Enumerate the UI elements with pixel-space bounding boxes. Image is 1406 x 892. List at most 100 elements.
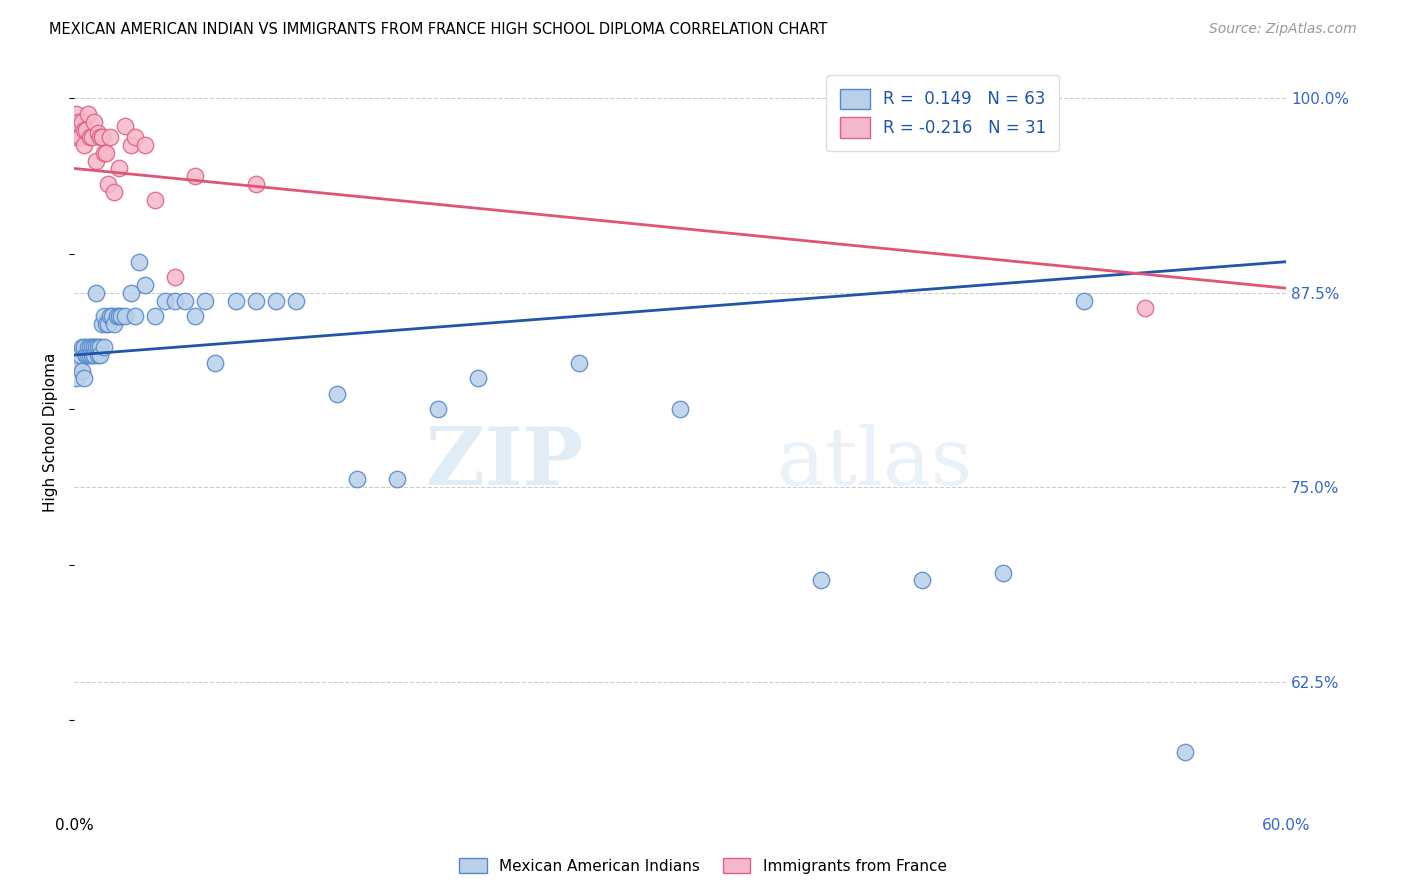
- Point: [245, 177, 267, 191]
- Point: [174, 293, 197, 308]
- Point: [103, 185, 125, 199]
- Point: [285, 293, 308, 308]
- Point: [67, 356, 90, 370]
- Point: [264, 293, 287, 308]
- Point: [83, 348, 105, 362]
- Point: [1073, 293, 1095, 308]
- Point: [70, 115, 93, 129]
- Point: [83, 340, 105, 354]
- Point: [204, 356, 226, 370]
- Point: [143, 309, 166, 323]
- Point: [87, 340, 110, 354]
- Point: [89, 340, 111, 354]
- Point: [75, 348, 97, 362]
- Point: [568, 356, 591, 370]
- Point: [101, 309, 124, 323]
- Point: [165, 270, 187, 285]
- Point: [70, 363, 93, 377]
- Point: [114, 120, 136, 134]
- Point: [387, 472, 409, 486]
- Point: [107, 161, 129, 176]
- Point: [93, 340, 115, 354]
- Point: [65, 130, 87, 145]
- Point: [82, 348, 104, 362]
- Point: [124, 130, 146, 145]
- Point: [89, 130, 111, 145]
- Point: [69, 348, 91, 362]
- Point: [82, 340, 104, 354]
- Point: [100, 309, 122, 323]
- Point: [153, 293, 176, 308]
- Y-axis label: High School Diploma: High School Diploma: [44, 353, 58, 513]
- Point: [69, 130, 91, 145]
- Text: 0.0%: 0.0%: [55, 818, 93, 833]
- Point: [128, 254, 150, 268]
- Point: [993, 566, 1015, 580]
- Point: [194, 293, 217, 308]
- Point: [93, 145, 115, 160]
- Point: [669, 402, 692, 417]
- Text: MEXICAN AMERICAN INDIAN VS IMMIGRANTS FROM FRANCE HIGH SCHOOL DIPLOMA CORRELATIO: MEXICAN AMERICAN INDIAN VS IMMIGRANTS FR…: [49, 22, 828, 37]
- Point: [65, 371, 87, 385]
- Point: [77, 340, 100, 354]
- Point: [114, 309, 136, 323]
- Point: [245, 293, 267, 308]
- Text: 60.0%: 60.0%: [1261, 818, 1310, 833]
- Point: [184, 169, 207, 184]
- Text: ZIP: ZIP: [426, 424, 583, 501]
- Point: [325, 387, 347, 401]
- Point: [467, 371, 489, 385]
- Point: [810, 574, 832, 588]
- Point: [83, 115, 105, 129]
- Point: [79, 130, 101, 145]
- Point: [77, 348, 100, 362]
- Point: [93, 309, 115, 323]
- Point: [96, 317, 118, 331]
- Point: [110, 309, 132, 323]
- Point: [165, 293, 187, 308]
- Text: Source: ZipAtlas.com: Source: ZipAtlas.com: [1209, 22, 1357, 37]
- Point: [65, 107, 87, 121]
- Text: atlas: atlas: [778, 424, 972, 501]
- Point: [73, 122, 96, 136]
- Point: [911, 574, 934, 588]
- Point: [89, 348, 111, 362]
- Legend: R =  0.149   N = 63, R = -0.216   N = 31: R = 0.149 N = 63, R = -0.216 N = 31: [827, 76, 1060, 151]
- Point: [82, 130, 104, 145]
- Point: [79, 340, 101, 354]
- Point: [73, 371, 96, 385]
- Point: [143, 193, 166, 207]
- Point: [100, 130, 122, 145]
- Point: [225, 293, 247, 308]
- Point: [87, 126, 110, 140]
- Point: [346, 472, 368, 486]
- Point: [91, 317, 114, 331]
- Point: [134, 138, 156, 153]
- Point: [84, 153, 107, 168]
- Point: [75, 122, 97, 136]
- Point: [79, 348, 101, 362]
- Point: [103, 317, 125, 331]
- Point: [84, 340, 107, 354]
- Point: [75, 348, 97, 362]
- Point: [65, 348, 87, 362]
- Point: [134, 278, 156, 293]
- Legend: Mexican American Indians, Immigrants from France: Mexican American Indians, Immigrants fro…: [453, 852, 953, 880]
- Point: [1133, 301, 1156, 316]
- Point: [426, 402, 449, 417]
- Point: [120, 285, 142, 300]
- Point: [91, 130, 114, 145]
- Point: [124, 309, 146, 323]
- Point: [97, 317, 120, 331]
- Point: [84, 285, 107, 300]
- Point: [87, 348, 110, 362]
- Point: [70, 340, 93, 354]
- Point: [184, 309, 207, 323]
- Point: [120, 138, 142, 153]
- Point: [67, 115, 90, 129]
- Point: [97, 177, 120, 191]
- Point: [107, 309, 129, 323]
- Point: [77, 107, 100, 121]
- Point: [96, 145, 118, 160]
- Point: [105, 309, 128, 323]
